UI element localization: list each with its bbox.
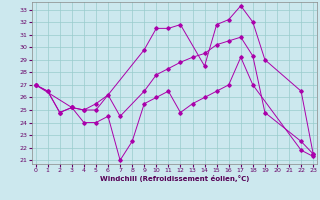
X-axis label: Windchill (Refroidissement éolien,°C): Windchill (Refroidissement éolien,°C) bbox=[100, 175, 249, 182]
